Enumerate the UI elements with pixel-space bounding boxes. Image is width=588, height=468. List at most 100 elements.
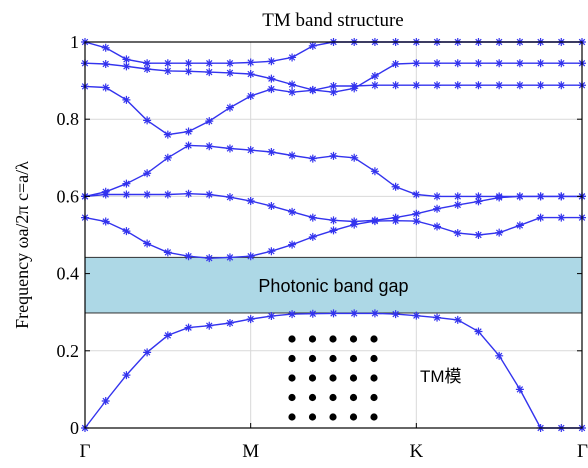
data-point xyxy=(515,221,524,230)
y-tick-label: 0.2 xyxy=(57,341,80,361)
data-point xyxy=(246,58,255,67)
data-point xyxy=(225,319,234,328)
data-point xyxy=(329,151,338,160)
lattice-dot xyxy=(349,335,358,343)
data-point xyxy=(163,66,172,75)
data-point xyxy=(163,59,172,68)
y-tick-label: 0.6 xyxy=(57,186,80,206)
inset-lattice xyxy=(288,335,378,421)
data-point xyxy=(143,239,152,248)
data-point xyxy=(350,153,359,162)
data-point xyxy=(163,153,172,162)
x-tick-label: Γ xyxy=(577,441,588,462)
lattice-dot xyxy=(329,374,337,382)
data-point xyxy=(433,222,442,231)
data-point xyxy=(474,59,483,68)
data-point xyxy=(391,60,400,69)
data-point xyxy=(350,217,359,226)
data-point xyxy=(453,192,462,201)
lattice-dot xyxy=(370,335,378,343)
data-point xyxy=(474,81,483,90)
data-point xyxy=(267,202,276,211)
lattice-dot xyxy=(308,413,317,421)
data-point xyxy=(329,226,338,235)
plot-frame xyxy=(84,41,583,429)
data-point xyxy=(288,53,297,62)
data-point xyxy=(329,216,338,225)
data-point xyxy=(329,82,338,91)
lattice-dot xyxy=(349,374,358,382)
data-point xyxy=(370,216,379,225)
data-point xyxy=(267,247,276,256)
data-point xyxy=(122,179,131,188)
x-tick-label: K xyxy=(409,441,423,462)
data-point xyxy=(267,85,276,94)
lattice-dot xyxy=(288,354,296,363)
data-point xyxy=(370,167,379,176)
data-point xyxy=(143,190,152,199)
data-point xyxy=(308,213,317,222)
data-point xyxy=(370,81,379,90)
data-point xyxy=(184,127,193,136)
data-point xyxy=(225,68,234,77)
data-point xyxy=(122,190,131,199)
data-point xyxy=(557,81,566,90)
data-point xyxy=(184,323,193,332)
data-point xyxy=(288,151,297,160)
data-point xyxy=(557,192,566,201)
data-point xyxy=(163,331,172,340)
band-line-1 xyxy=(84,312,582,429)
data-point xyxy=(453,229,462,238)
data-point xyxy=(370,71,379,80)
data-point xyxy=(308,41,317,50)
data-point xyxy=(412,209,421,218)
data-point xyxy=(184,59,193,68)
data-point xyxy=(122,371,131,380)
lattice-dot xyxy=(329,413,337,421)
data-point xyxy=(288,207,297,216)
data-point xyxy=(122,62,131,71)
lattice-dot xyxy=(329,354,337,363)
data-point xyxy=(122,227,131,236)
data-point xyxy=(391,81,400,90)
series-layer xyxy=(81,38,586,432)
data-point xyxy=(536,81,545,90)
data-point xyxy=(163,190,172,199)
lattice-dot xyxy=(349,413,358,421)
data-point xyxy=(184,141,193,150)
y-tick-label: 1 xyxy=(70,32,79,52)
data-point xyxy=(474,327,483,336)
data-point xyxy=(391,310,400,319)
data-point xyxy=(143,348,152,357)
data-point xyxy=(495,228,504,237)
data-point xyxy=(412,59,421,68)
data-point xyxy=(412,311,421,320)
data-point xyxy=(308,232,317,241)
lattice-dot xyxy=(288,335,296,343)
data-point xyxy=(184,189,193,198)
data-point xyxy=(391,213,400,222)
data-point xyxy=(143,59,152,68)
data-point xyxy=(267,148,276,157)
data-point xyxy=(288,240,297,249)
lattice-dot xyxy=(349,393,358,402)
data-point xyxy=(453,59,462,68)
data-point xyxy=(101,396,110,405)
data-point xyxy=(163,248,172,257)
data-point xyxy=(205,68,214,77)
y-tick-label: 0.8 xyxy=(57,109,80,129)
data-point xyxy=(412,190,421,199)
lattice-dot xyxy=(349,354,358,363)
data-point xyxy=(246,70,255,79)
lattice-dot xyxy=(329,393,337,402)
data-point xyxy=(246,197,255,206)
data-point xyxy=(101,60,110,69)
data-point xyxy=(433,81,442,90)
data-point xyxy=(308,154,317,163)
lattice-dot xyxy=(288,413,296,421)
lattice-dot xyxy=(370,374,378,382)
lattice-dot xyxy=(370,413,378,421)
band-gap-region: Photonic band gap xyxy=(84,256,583,314)
data-point xyxy=(101,187,110,196)
